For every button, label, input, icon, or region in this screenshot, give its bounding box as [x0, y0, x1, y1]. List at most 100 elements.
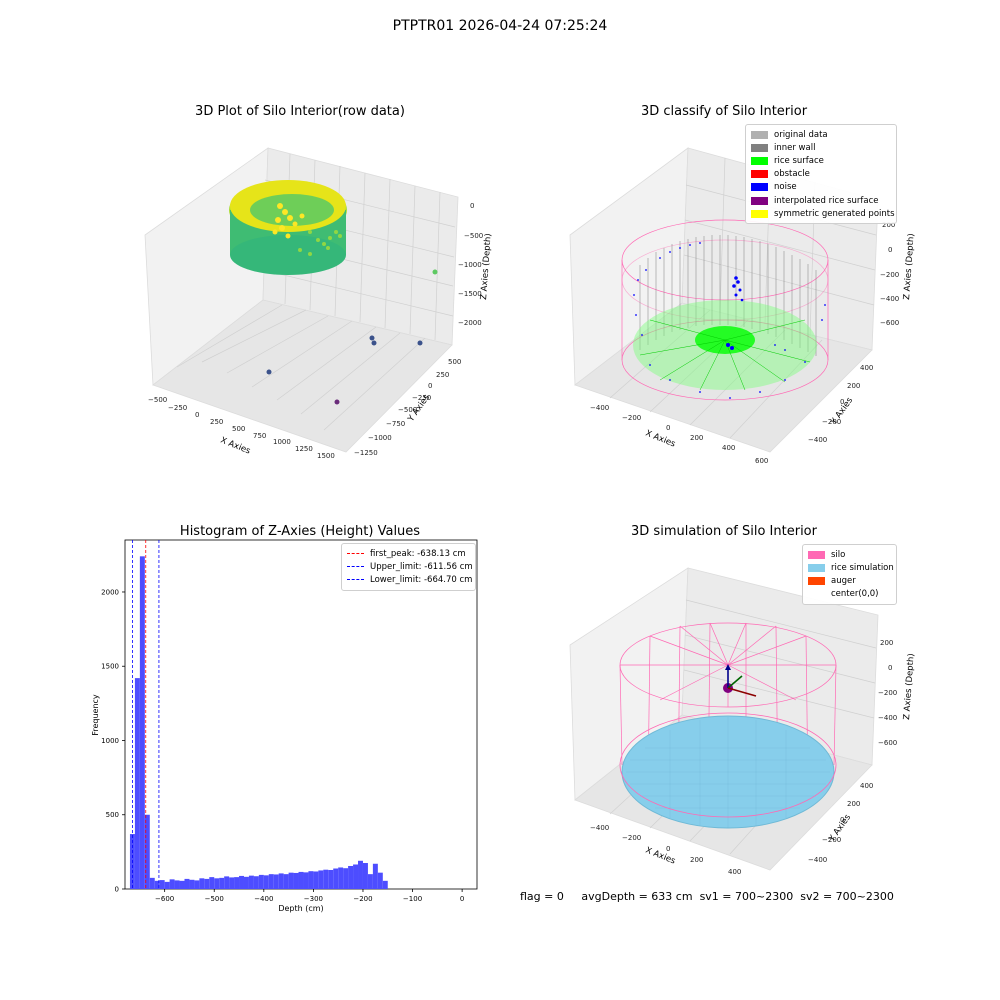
tick-label: −400	[878, 714, 897, 722]
legend-swatch	[808, 563, 825, 572]
tick-label: 0	[428, 382, 432, 390]
axis-label-x: X Axies	[644, 846, 677, 867]
status-footer: flag = 0 avgDepth = 633 cm sv1 = 700~230…	[520, 890, 894, 903]
y-tick-label: 1000	[101, 737, 119, 745]
tick-label: −250	[168, 404, 187, 412]
histogram-bar	[283, 874, 289, 889]
legend-swatch	[751, 170, 768, 179]
tick-label: −1000	[458, 261, 482, 269]
legend-item: Upper_limit: -611.56 cm	[347, 560, 473, 573]
tick-label: 0	[666, 424, 670, 432]
auger-axis-x	[727, 687, 757, 697]
legend-item: inner wall	[751, 141, 891, 154]
tick-label: −200	[622, 834, 641, 842]
histogram-bar	[313, 871, 319, 889]
legend-item: silo	[808, 548, 891, 561]
tick-label: −500	[398, 406, 417, 414]
outlier-point	[266, 369, 272, 375]
raw-silo-interior	[250, 194, 334, 226]
legend-swatch	[808, 550, 825, 559]
tick-label: 400	[860, 782, 873, 790]
outlier-point	[432, 269, 438, 275]
raw-outliers	[266, 269, 438, 405]
tick-label: 250	[436, 371, 449, 379]
histogram-bar	[179, 880, 185, 889]
x-tick-label: −500	[205, 895, 224, 903]
legend-swatch	[751, 156, 768, 165]
histogram-bar	[258, 874, 264, 889]
tick-label: 1000	[273, 438, 291, 446]
auger-axis-z-head	[725, 664, 731, 670]
histogram-bar	[174, 880, 180, 889]
legend-swatch	[751, 196, 768, 205]
tick-label: 0	[840, 398, 844, 406]
legend-item: original data	[751, 128, 891, 141]
histogram-bar	[303, 872, 309, 889]
outlier-point	[371, 340, 377, 346]
panel-title-classify: 3D classify of Silo Interior	[640, 104, 808, 119]
histogram-bar	[338, 867, 344, 889]
histogram-bar	[273, 874, 279, 889]
histogram-bar	[372, 863, 378, 889]
sim-y-ticks: 400 200 0 −200 −400	[808, 782, 873, 864]
histogram-bar	[149, 877, 155, 889]
histogram-y-ticks: 0 500 1000 1500 2000	[101, 588, 125, 894]
histogram-bar	[253, 876, 259, 889]
tick-label: −1500	[458, 290, 482, 298]
tick-label: −200	[622, 414, 641, 422]
raw-point-tail	[298, 230, 342, 256]
histogram-bar	[382, 880, 388, 889]
legend-item: Lower_limit: -664.70 cm	[347, 573, 472, 586]
tick-label: −400	[590, 824, 609, 832]
histogram-bar	[164, 881, 170, 889]
raw-point-cluster	[272, 203, 305, 239]
histogram-bar	[333, 868, 339, 889]
x-tick-label: −400	[254, 895, 273, 903]
axis-label-z: Z Axies (Depth)	[479, 233, 494, 300]
legend-swatch	[751, 183, 768, 192]
auger-axis-y	[727, 675, 743, 689]
raw-z-ticks: 0 −500 −1000 −1500 −2000	[458, 202, 483, 327]
silo-wireframe	[621, 219, 829, 401]
histogram-bar	[278, 873, 284, 889]
y-tick-label: 2000	[101, 588, 119, 596]
histogram-bar	[154, 880, 160, 889]
histogram-bar	[214, 878, 220, 889]
tick-label: 1500	[317, 452, 335, 460]
x-tick-label: −100	[403, 895, 422, 903]
legend-swatch	[808, 590, 825, 598]
histogram-bar	[229, 877, 235, 889]
tick-label: 0	[195, 411, 199, 419]
classify-3d-plot: −400 −200 0 200 400 600 400 200 0 −200 −…	[569, 147, 917, 465]
x-tick-label: 0	[460, 895, 464, 903]
tick-label: 750	[253, 432, 266, 440]
histogram-bar	[263, 875, 269, 889]
histogram-bar	[194, 880, 200, 889]
panel-title-simulation: 3D simulation of Silo Interior	[631, 524, 817, 539]
legend-item: noise	[751, 181, 891, 194]
outlier-point	[334, 399, 340, 405]
tick-label: 400	[860, 364, 873, 372]
histogram-legend: first_peak: -638.13 cm Upper_limit: -611…	[341, 543, 476, 591]
pane-floor	[152, 299, 453, 453]
tick-label: −200	[822, 418, 841, 426]
tick-label: 0	[840, 816, 844, 824]
legend-item: rice simulation	[808, 561, 894, 574]
simulation-3d-plot: −400 −200 0 200 400 400 200 0 −200 −400 …	[569, 567, 917, 876]
legend-line	[347, 579, 364, 581]
simulation-legend: silo rice simulation auger center(0,0)	[802, 544, 897, 605]
axis-label-x: Depth (cm)	[278, 904, 323, 913]
tick-label: 200	[690, 856, 703, 864]
axis-label-x: X Axies	[219, 436, 252, 457]
classify-y-ticks: 400 200 0 −200 −400	[808, 364, 873, 444]
histogram-bar	[323, 869, 329, 889]
tick-label: −600	[880, 319, 899, 327]
y-tick-label: 0	[115, 886, 119, 894]
tick-label: −200	[878, 689, 897, 697]
tick-label: 500	[232, 425, 245, 433]
tick-label: −400	[808, 856, 827, 864]
histogram-x-ticks: −600 −500 −400 −300 −200 −100 0	[155, 889, 464, 903]
pane-floor	[574, 302, 873, 453]
tick-label: −400	[880, 295, 899, 303]
histogram-bar	[343, 868, 349, 889]
